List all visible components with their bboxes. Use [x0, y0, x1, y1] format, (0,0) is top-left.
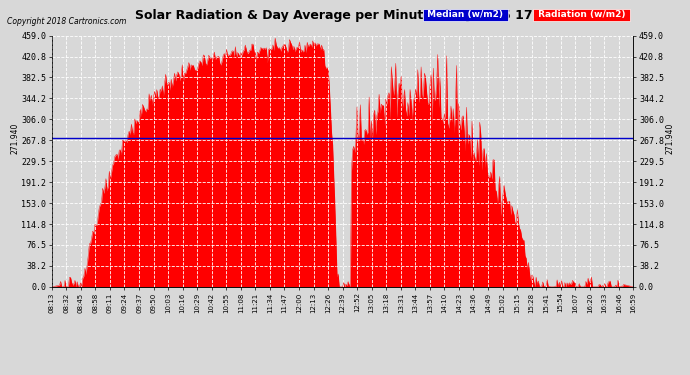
- Text: 271.940: 271.940: [665, 122, 674, 154]
- Text: Solar Radiation & Day Average per Minute Thu Jan 25 17:00: Solar Radiation & Day Average per Minute…: [135, 9, 555, 22]
- Text: Copyright 2018 Cartronics.com: Copyright 2018 Cartronics.com: [7, 17, 126, 26]
- Text: 271.940: 271.940: [11, 122, 20, 154]
- Text: Radiation (w/m2): Radiation (w/m2): [535, 10, 629, 20]
- Text: Median (w/m2): Median (w/m2): [424, 10, 506, 20]
